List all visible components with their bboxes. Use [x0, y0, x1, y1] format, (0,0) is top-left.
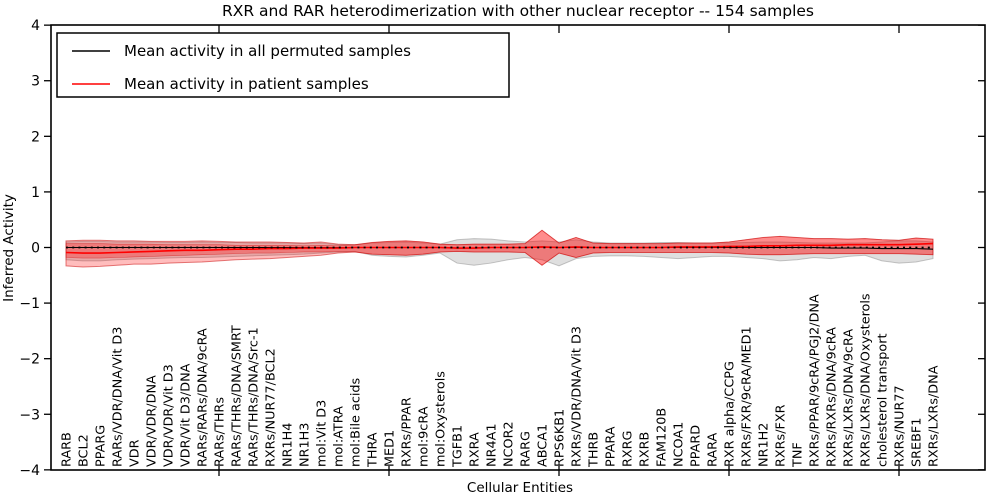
x-category-label: RARs/VDR/DNA/Vit D3 [111, 327, 126, 467]
x-category-label: RXRs/PPAR [400, 397, 415, 467]
x-category-label: RXRs/VDR/DNA/Vit D3 [570, 326, 585, 467]
x-axis-label: Cellular Entities [467, 480, 573, 496]
x-category-label: BCL2 [77, 434, 92, 467]
y-tick-label: 4 [31, 18, 40, 34]
x-category-label: FAM120B [655, 408, 670, 467]
x-category-label: PPARG [94, 425, 109, 467]
x-category-label: mol:Bile acids [349, 377, 364, 467]
x-category-label: RXRs/RXRs/DNA/9cRA [825, 327, 840, 467]
x-category-label: NCOA1 [672, 422, 687, 467]
x-category-label: RXRG [621, 431, 636, 467]
legend-label-permuted: Mean activity in all permuted samples [124, 42, 411, 60]
x-category-label: RARA [706, 433, 721, 467]
x-category-label: RXRs/LXRs/DNA [927, 365, 942, 467]
y-tick-label: −3 [19, 407, 40, 423]
y-tick-label: −4 [19, 463, 40, 479]
x-category-label: TNF [791, 442, 806, 468]
x-category-label: VDR [128, 439, 143, 467]
x-category-label: PPARA [604, 426, 619, 467]
y-tick-label: 1 [31, 185, 40, 201]
axis-ticks-layer: 4 3 2 1 0 −1 −2 −3 −4 [19, 18, 985, 479]
chart-series-layer [65, 229, 934, 268]
x-category-label: ABCA1 [536, 424, 551, 467]
x-category-label: RARs/THRs [213, 397, 228, 467]
x-category-label: RXRs/FXR/9cRA/MED1 [740, 326, 755, 467]
x-category-label: RARs/THRs/DNA/Src-1 [247, 327, 262, 467]
y-tick-label: −2 [19, 352, 40, 368]
x-category-label: RARs/THRs/DNA/SMRT [230, 325, 245, 467]
x-category-label: RARG [519, 431, 534, 467]
x-category-label: RPS6KB1 [553, 409, 568, 467]
x-category-label: NCOR2 [502, 421, 517, 467]
x-category-label: RXRs/FXR [774, 404, 789, 467]
x-category-label: SREBF1 [910, 418, 925, 467]
y-tick-label: 3 [31, 74, 40, 90]
y-axis-label: Inferred Activity [1, 194, 17, 302]
x-category-label: TGFB1 [451, 425, 466, 468]
x-category-label: NR1H2 [757, 423, 772, 467]
x-category-label: VDR/Vit D3/DNA [179, 363, 194, 467]
y-tick-label: −1 [19, 296, 40, 312]
y-tick-label: 0 [31, 241, 40, 257]
x-category-labels-layer: RARB BCL2 PPARG RARs/VDR/DNA/Vit D3 VDR VDR/V… [60, 293, 942, 468]
x-category-label: mol:Oxysterols [434, 371, 449, 467]
x-category-label: NR4A1 [485, 423, 500, 467]
chart-title: RXR and RAR heterodimerization with othe… [222, 2, 814, 20]
x-category-label: RXRs/LXRs/DNA/9cRA [842, 329, 857, 467]
x-category-label: mol:9cRA [417, 406, 432, 467]
legend: Mean activity in all permuted samples Me… [56, 32, 510, 98]
x-category-label: RARs/RARs/DNA/9cRA [196, 328, 211, 467]
x-category-label: cholesterol transport [876, 333, 891, 467]
x-category-label: RXRs/NUR77 [893, 385, 908, 467]
x-category-label: RXRs/LXRs/DNA/Oxysterols [859, 293, 874, 467]
legend-box [56, 32, 510, 98]
patient-mean-line [65, 242, 934, 254]
x-category-label: mol:ATRA [332, 406, 347, 467]
x-category-label: NR1H4 [281, 423, 296, 467]
x-category-label: THRB [587, 432, 602, 468]
x-category-label: VDR/VDR/Vit D3 [162, 364, 177, 467]
x-category-label: MED1 [383, 430, 398, 467]
legend-label-patient: Mean activity in patient samples [124, 75, 369, 93]
x-category-label: RXRA [468, 432, 483, 467]
x-category-label: THRA [366, 432, 381, 468]
x-category-label: PPARD [689, 425, 704, 467]
x-category-label: RXRs/PPAR/9cRA/PGJ2/DNA [808, 294, 823, 467]
x-category-label: RARB [60, 432, 75, 467]
y-tick-label: 2 [31, 129, 40, 145]
x-category-label: VDR/VDR/DNA [145, 375, 160, 467]
plot-frame [50, 24, 986, 471]
x-category-label: mol:Vit D3 [315, 400, 330, 467]
x-category-label: RXRB [638, 432, 653, 467]
x-category-label: RXRs/NUR77/BCL2 [264, 348, 279, 467]
x-category-label: RXR alpha/CCPG [723, 361, 738, 467]
x-category-label: NR1H3 [298, 423, 313, 467]
